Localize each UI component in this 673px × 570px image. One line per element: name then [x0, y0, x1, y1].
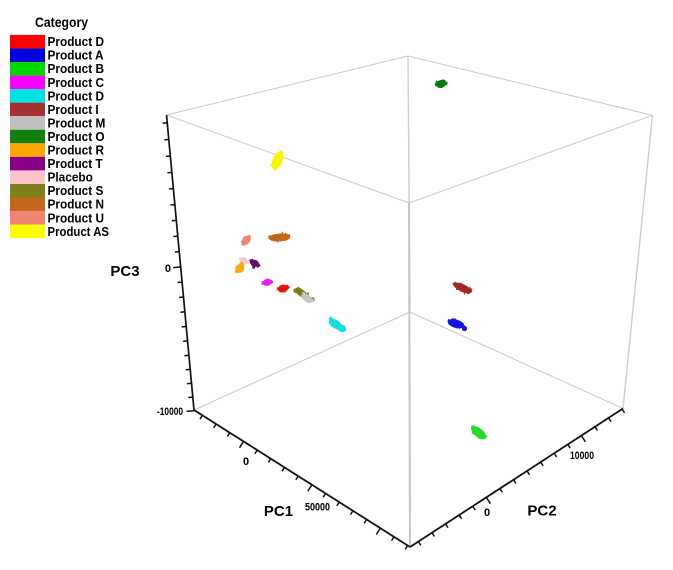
svg-text:Category: Category: [35, 14, 88, 30]
svg-text:10000: 10000: [570, 450, 594, 462]
svg-text:-10000: -10000: [157, 406, 183, 418]
svg-text:PC3: PC3: [110, 263, 139, 280]
svg-text:Product AS: Product AS: [48, 224, 110, 239]
svg-text:50000: 50000: [305, 502, 330, 514]
svg-text:PC1: PC1: [264, 503, 293, 520]
svg-text:0: 0: [165, 263, 171, 275]
svg-text:0: 0: [243, 456, 249, 468]
svg-text:0: 0: [484, 507, 490, 519]
svg-text:PC2: PC2: [527, 503, 556, 520]
